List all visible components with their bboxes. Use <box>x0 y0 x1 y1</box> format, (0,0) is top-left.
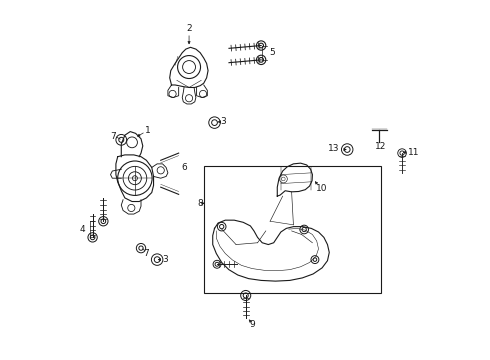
Text: 12: 12 <box>375 142 386 151</box>
Text: 2: 2 <box>186 24 192 33</box>
Bar <box>204 166 381 293</box>
Text: 13: 13 <box>328 144 340 153</box>
Text: 5: 5 <box>270 48 275 57</box>
Text: 6: 6 <box>181 163 187 172</box>
Text: 1: 1 <box>145 126 150 135</box>
Text: 10: 10 <box>317 184 328 193</box>
Text: 8: 8 <box>197 199 203 208</box>
Text: 3: 3 <box>163 255 168 264</box>
Text: 7: 7 <box>111 132 116 141</box>
Text: 4: 4 <box>80 225 85 234</box>
Text: 3: 3 <box>220 117 226 126</box>
Text: 11: 11 <box>408 148 419 157</box>
Text: 9: 9 <box>250 320 255 329</box>
Text: 7: 7 <box>144 249 149 258</box>
